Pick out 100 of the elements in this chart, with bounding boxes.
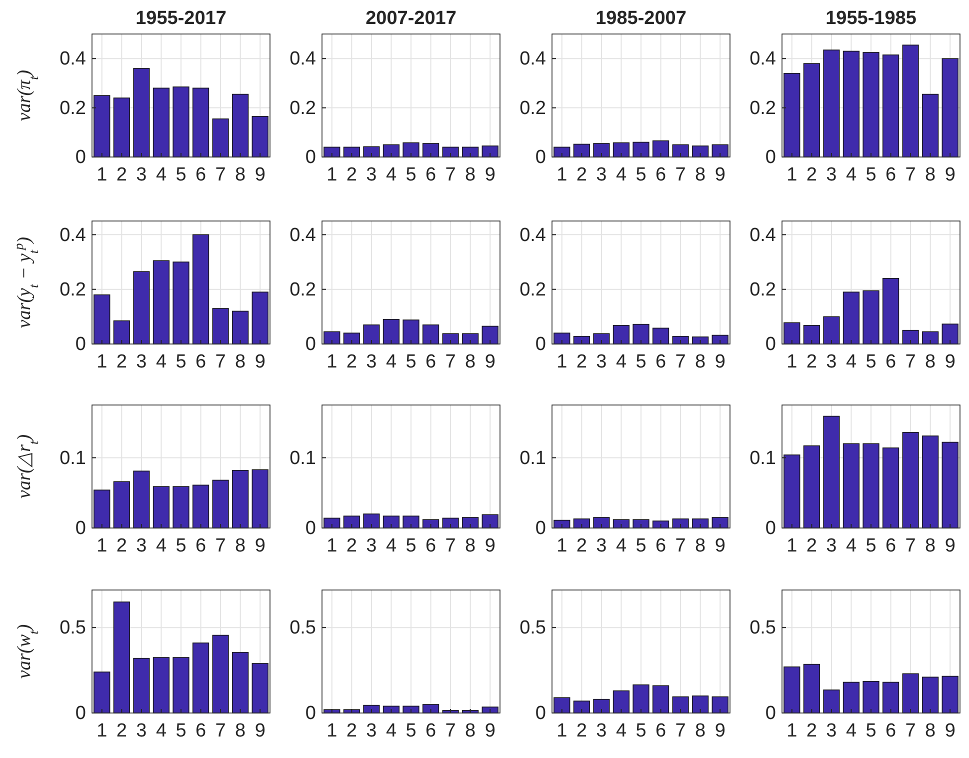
x-tick-label: 8 (465, 164, 476, 186)
x-tick-label: 4 (846, 164, 857, 186)
x-tick-label: 3 (366, 351, 377, 372)
y-tick-label: 0.2 (750, 279, 776, 300)
x-tick-label: 2 (806, 164, 817, 186)
x-tick-label: 2 (116, 720, 127, 742)
x-tick-label: 4 (386, 164, 397, 186)
x-tick-label: 8 (695, 351, 706, 372)
x-tick-label: 7 (905, 351, 916, 372)
x-tick-label: 9 (944, 720, 956, 742)
x-tick-label: 2 (576, 535, 587, 556)
x-tick-label: 9 (254, 535, 266, 556)
x-tick-label: 1 (96, 164, 108, 186)
x-tick-label: 1 (326, 535, 338, 556)
chart-title: 1955-1985 (826, 8, 917, 29)
x-tick-label: 5 (636, 535, 646, 556)
chart-title: 2007-2017 (366, 8, 456, 29)
y-tick-label: 0 (765, 518, 776, 540)
y-tick-label: 0.5 (60, 618, 86, 639)
x-tick-label: 5 (176, 351, 186, 372)
x-tick-label: 5 (866, 535, 876, 556)
y-tick-label: 0.5 (750, 618, 776, 639)
y-tick-label: 0.2 (290, 98, 316, 119)
x-tick-label: 4 (616, 535, 627, 556)
x-tick-label: 7 (215, 720, 226, 742)
y-tick-label: 0.2 (520, 279, 546, 300)
x-tick-label: 1 (556, 535, 568, 556)
x-tick-label: 3 (136, 164, 147, 186)
y-tick-label: 0.2 (750, 98, 776, 119)
x-tick-label: 4 (156, 164, 167, 186)
x-tick-label: 4 (386, 535, 397, 556)
x-tick-label: 3 (136, 535, 147, 556)
x-tick-label: 7 (215, 164, 226, 186)
y-tick-label: 0.5 (520, 618, 546, 639)
x-tick-label: 3 (366, 720, 377, 742)
x-tick-label: 7 (215, 535, 226, 556)
x-tick-label: 6 (885, 351, 896, 372)
x-tick-label: 4 (616, 164, 627, 186)
x-tick-label: 2 (346, 720, 357, 742)
x-tick-label: 2 (116, 164, 127, 186)
x-tick-label: 5 (176, 164, 186, 186)
x-tick-label: 6 (195, 535, 206, 556)
x-tick-label: 7 (675, 535, 686, 556)
x-tick-label: 9 (714, 351, 726, 372)
x-tick-label: 1 (96, 720, 108, 742)
x-tick-label: 8 (695, 535, 706, 556)
y-tick-label: 0.1 (60, 448, 86, 469)
x-tick-label: 2 (346, 164, 357, 186)
x-tick-label: 5 (406, 164, 416, 186)
y-tick-label: 0.1 (290, 448, 316, 469)
x-tick-label: 5 (176, 535, 186, 556)
x-tick-label: 6 (425, 164, 436, 186)
x-tick-label: 7 (215, 351, 226, 372)
x-tick-label: 4 (846, 535, 857, 556)
x-tick-label: 4 (386, 351, 397, 372)
x-tick-label: 5 (406, 720, 416, 742)
x-tick-label: 3 (826, 164, 837, 186)
x-tick-label: 5 (866, 351, 876, 372)
x-tick-label: 3 (136, 720, 147, 742)
x-tick-label: 8 (925, 351, 936, 372)
x-tick-label: 4 (386, 720, 397, 742)
x-tick-label: 1 (556, 164, 568, 186)
y-tick-label: 0 (305, 518, 316, 540)
x-tick-label: 1 (326, 164, 338, 186)
y-tick-label: 0.4 (60, 48, 86, 70)
y-tick-label: 0.2 (60, 279, 86, 300)
x-tick-label: 8 (925, 720, 936, 742)
y-tick-label: 0 (305, 703, 316, 724)
x-tick-label: 3 (826, 720, 837, 742)
y-tick-label: 0.1 (750, 448, 776, 469)
y-tick-label: 0.5 (290, 618, 316, 639)
x-tick-label: 3 (136, 351, 147, 372)
y-tick-label: 0 (535, 147, 546, 168)
x-tick-label: 2 (346, 535, 357, 556)
x-tick-label: 2 (116, 535, 127, 556)
y-tick-label: 0.4 (750, 48, 776, 70)
x-tick-label: 7 (675, 164, 686, 186)
x-tick-label: 1 (786, 164, 798, 186)
x-tick-label: 9 (714, 164, 726, 186)
x-tick-label: 8 (235, 164, 246, 186)
x-tick-label: 1 (96, 351, 108, 372)
x-tick-label: 3 (596, 164, 607, 186)
x-tick-label: 3 (596, 720, 607, 742)
x-tick-label: 5 (176, 720, 186, 742)
x-tick-label: 1 (786, 720, 798, 742)
x-tick-label: 8 (695, 164, 706, 186)
x-tick-label: 2 (806, 720, 817, 742)
x-tick-label: 3 (366, 535, 377, 556)
x-tick-label: 7 (675, 720, 686, 742)
y-tick-label: 0.4 (290, 224, 316, 246)
y-tick-label: 0.4 (520, 48, 546, 70)
x-tick-label: 6 (655, 720, 666, 742)
x-tick-label: 6 (655, 535, 666, 556)
x-tick-label: 8 (695, 720, 706, 742)
x-tick-label: 3 (596, 351, 607, 372)
x-tick-label: 4 (156, 351, 167, 372)
x-tick-label: 9 (254, 720, 266, 742)
x-tick-label: 6 (195, 351, 206, 372)
x-tick-label: 2 (346, 351, 357, 372)
x-tick-label: 8 (235, 351, 246, 372)
